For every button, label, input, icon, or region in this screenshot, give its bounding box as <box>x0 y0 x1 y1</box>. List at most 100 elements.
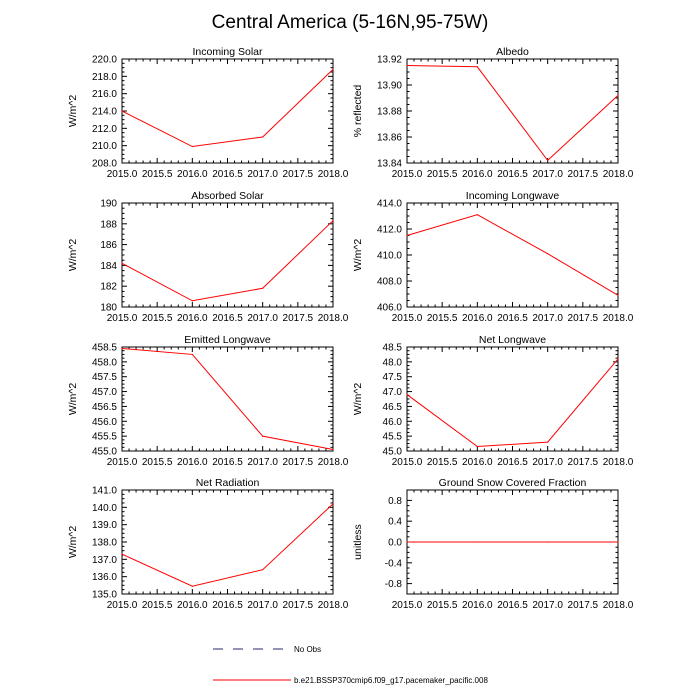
y-tick-label: 13.84 <box>377 159 402 170</box>
x-tick-label: 2017.0 <box>247 600 278 611</box>
y-tick-label: 13.92 <box>377 55 402 66</box>
y-tick-label: 220.0 <box>92 55 117 66</box>
x-tick-label: 2018.0 <box>318 169 349 180</box>
panel-title: Absorbed Solar <box>191 190 264 202</box>
y-tick-label: 13.90 <box>377 81 402 92</box>
x-tick-label: 2017.5 <box>283 169 314 180</box>
x-tick-label: 2015.5 <box>142 600 173 611</box>
x-tick-label: 2016.5 <box>212 457 243 468</box>
x-tick-label: 2017.0 <box>247 313 278 324</box>
y-tick-label: 216.0 <box>92 89 117 100</box>
y-tick-label: 208.0 <box>92 159 117 170</box>
y-tick-label: -0.8 <box>385 579 403 590</box>
data-point <box>476 541 478 543</box>
x-tick-label: 2015.0 <box>107 169 138 180</box>
x-tick-label: 2015.5 <box>142 313 173 324</box>
data-point <box>406 393 408 396</box>
data-point <box>191 353 193 356</box>
legend: No Obs b.e21.BSSP370cmip6.f09_g17.pacema… <box>213 645 488 685</box>
x-tick-label: 2017.0 <box>247 169 278 180</box>
data-point <box>332 220 334 222</box>
x-tick-label: 2018.0 <box>603 600 634 611</box>
x-tick-label: 2016.5 <box>212 600 243 611</box>
y-tick-label: 455.5 <box>92 432 117 443</box>
plot-frame <box>121 202 334 308</box>
y-tick-label: 0.0 <box>388 538 402 549</box>
y-tick-label: 190 <box>100 199 117 210</box>
data-point <box>547 441 549 443</box>
data-point <box>476 445 478 448</box>
panel-4: Incoming Longwave W/m^2 2015.0 2015.5 2016.0… <box>352 190 634 324</box>
data-point <box>406 541 408 543</box>
plot-frame <box>121 58 334 164</box>
y-tick-label: 47.0 <box>383 387 403 398</box>
data-point <box>191 145 193 148</box>
x-tick-label: 2017.0 <box>247 457 278 468</box>
series-line <box>121 347 334 451</box>
y-tick-label: 45.5 <box>383 432 403 443</box>
panel-title: Net Longwave <box>479 334 546 346</box>
y-tick-label: -0.4 <box>385 558 403 569</box>
x-tick-label: 2015.0 <box>392 313 423 324</box>
y-tick-label: 184 <box>100 261 117 272</box>
y-tick-label: 218.0 <box>92 72 117 83</box>
y-axis-label: W/m^2 <box>67 95 79 128</box>
panel-title: Albedo <box>496 46 529 58</box>
panel-title: Net Radiation <box>196 477 260 489</box>
y-axis-label: W/m^2 <box>67 239 79 272</box>
data-point <box>332 503 334 505</box>
data-point <box>262 569 264 571</box>
x-tick-label: 2016.0 <box>177 600 208 611</box>
x-tick-label: 2015.5 <box>427 600 458 611</box>
y-tick-label: 0.8 <box>388 496 402 507</box>
y-axis-label: % reflected <box>352 85 364 138</box>
panel-7: Net Radiation W/m^2 2015.0 2015.5 2016.0 2016… <box>67 477 349 611</box>
panel-6: Net Longwave W/m^2 2015.0 2015.5 2016.0 2016.… <box>352 334 634 468</box>
x-tick-label: 2015.5 <box>427 169 458 180</box>
data-point <box>191 300 193 302</box>
x-tick-label: 2015.0 <box>392 169 423 180</box>
x-tick-label: 2015.0 <box>392 600 423 611</box>
x-tick-label: 2018.0 <box>603 457 634 468</box>
series-line <box>406 65 619 162</box>
y-axis-label: W/m^2 <box>67 383 79 416</box>
x-tick-label: 2015.5 <box>142 457 173 468</box>
data-point <box>121 110 123 112</box>
y-tick-label: 457.0 <box>92 387 117 398</box>
y-tick-label: 186 <box>100 240 117 251</box>
data-point <box>332 68 334 70</box>
x-tick-label: 2016.5 <box>497 457 528 468</box>
x-tick-label: 2016.0 <box>462 457 493 468</box>
y-tick-label: 137.0 <box>92 555 117 566</box>
y-tick-label: 13.86 <box>377 133 402 144</box>
x-tick-label: 2016.0 <box>177 457 208 468</box>
x-tick-label: 2016.0 <box>462 169 493 180</box>
x-tick-label: 2018.0 <box>318 600 349 611</box>
y-tick-label: 141.0 <box>92 486 117 497</box>
y-axis-label: unitless <box>352 524 364 560</box>
data-point <box>121 347 123 350</box>
data-point <box>332 448 334 451</box>
x-tick-label: 2017.0 <box>532 600 563 611</box>
x-tick-label: 2016.5 <box>497 600 528 611</box>
y-axis-label: W/m^2 <box>352 383 364 416</box>
x-tick-label: 2016.0 <box>462 600 493 611</box>
plot-frame <box>406 58 619 164</box>
x-tick-label: 2018.0 <box>318 313 349 324</box>
y-tick-label: 410.0 <box>377 251 402 262</box>
y-axis-label: W/m^2 <box>67 526 79 559</box>
y-tick-label: 45.0 <box>383 447 403 458</box>
y-tick-label: 188 <box>100 219 117 230</box>
panel-8: Ground Snow Covered Fraction unitless 2015… <box>352 477 634 611</box>
data-point <box>547 541 549 543</box>
x-tick-label: 2015.0 <box>107 313 138 324</box>
plot-frame <box>406 346 619 452</box>
x-tick-label: 2015.5 <box>427 313 458 324</box>
panel-2: Albedo % reflected 2015.0 2015.5 2016.0 2016.… <box>352 46 634 180</box>
plot-frame <box>406 202 619 308</box>
x-tick-label: 2015.0 <box>107 600 138 611</box>
data-point <box>617 294 619 296</box>
y-tick-label: 457.5 <box>92 372 117 383</box>
plot-frame <box>121 346 334 452</box>
